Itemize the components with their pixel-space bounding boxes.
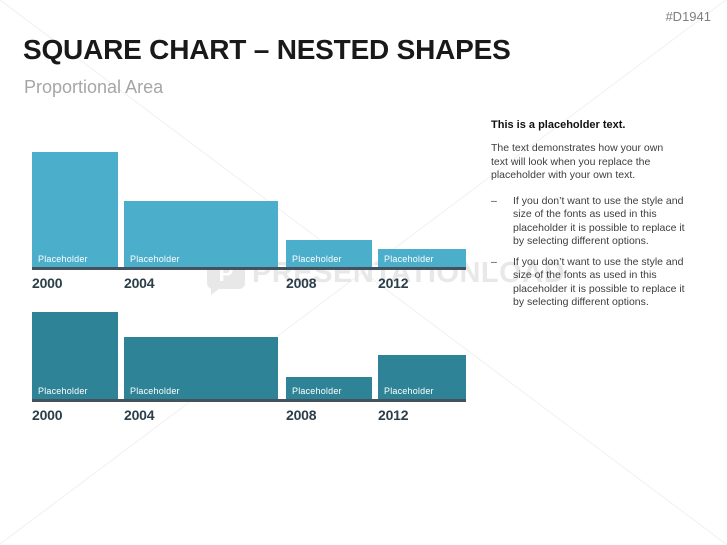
year-label: 2000 xyxy=(32,407,63,423)
document-id: #D1941 xyxy=(665,9,711,24)
bullet-item: – If you don’t want to use the style and… xyxy=(491,195,715,249)
bullet-dash: – xyxy=(491,194,497,207)
chart-bar: Placeholder xyxy=(124,337,278,399)
bar-label: Placeholder xyxy=(384,386,434,396)
chart-bar: Placeholder xyxy=(32,312,118,399)
bar-label: Placeholder xyxy=(292,254,342,264)
square-chart-top: Placeholder Placeholder Placeholder Placeho… xyxy=(32,152,466,293)
text-block-heading: This is a placeholder text. xyxy=(491,119,626,131)
chart-baseline xyxy=(32,399,466,402)
slide-title: SQUARE CHART – NESTED SHAPES xyxy=(23,34,511,65)
bullet-item: – If you don’t want to use the style and… xyxy=(491,256,715,310)
year-label: 2012 xyxy=(378,275,409,291)
chart-baseline xyxy=(32,267,466,270)
placeholder-text-block: This is a placeholder text. The text dem… xyxy=(491,118,715,317)
slide-subtitle: Proportional Area xyxy=(24,77,164,97)
year-label: 2012 xyxy=(378,407,409,423)
year-label: 2004 xyxy=(124,275,155,291)
year-label: 2000 xyxy=(32,275,63,291)
year-label: 2008 xyxy=(286,407,317,423)
chart-years: 2000 2004 2008 2012 xyxy=(32,407,466,425)
text-block-paragraph: The text demonstrates how your own text … xyxy=(491,142,664,181)
bar-label: Placeholder xyxy=(38,386,88,396)
chart-bars: Placeholder Placeholder Placeholder Placeho… xyxy=(32,312,466,399)
chart-bar: Placeholder xyxy=(32,152,118,267)
bar-label: Placeholder xyxy=(38,254,88,264)
bar-label: Placeholder xyxy=(130,254,180,264)
chart-years: 2000 2004 2008 2012 xyxy=(32,275,466,293)
bullet-dash: – xyxy=(491,255,497,268)
chart-bar: Placeholder xyxy=(124,201,278,267)
bar-label: Placeholder xyxy=(292,386,342,396)
chart-bars: Placeholder Placeholder Placeholder Placeho… xyxy=(32,152,466,267)
chart-bar: Placeholder xyxy=(286,377,372,399)
bullet-text: If you don’t want to use the style and s… xyxy=(513,194,685,248)
square-chart-bottom: Placeholder Placeholder Placeholder Placeho… xyxy=(32,312,466,425)
bullet-text: If you don’t want to use the style and s… xyxy=(513,255,685,309)
chart-bar: Placeholder xyxy=(378,355,466,399)
chart-bar: Placeholder xyxy=(286,240,372,267)
bar-label: Placeholder xyxy=(130,386,180,396)
chart-bar: Placeholder xyxy=(378,249,466,267)
year-label: 2004 xyxy=(124,407,155,423)
year-label: 2008 xyxy=(286,275,317,291)
bar-label: Placeholder xyxy=(384,254,434,264)
